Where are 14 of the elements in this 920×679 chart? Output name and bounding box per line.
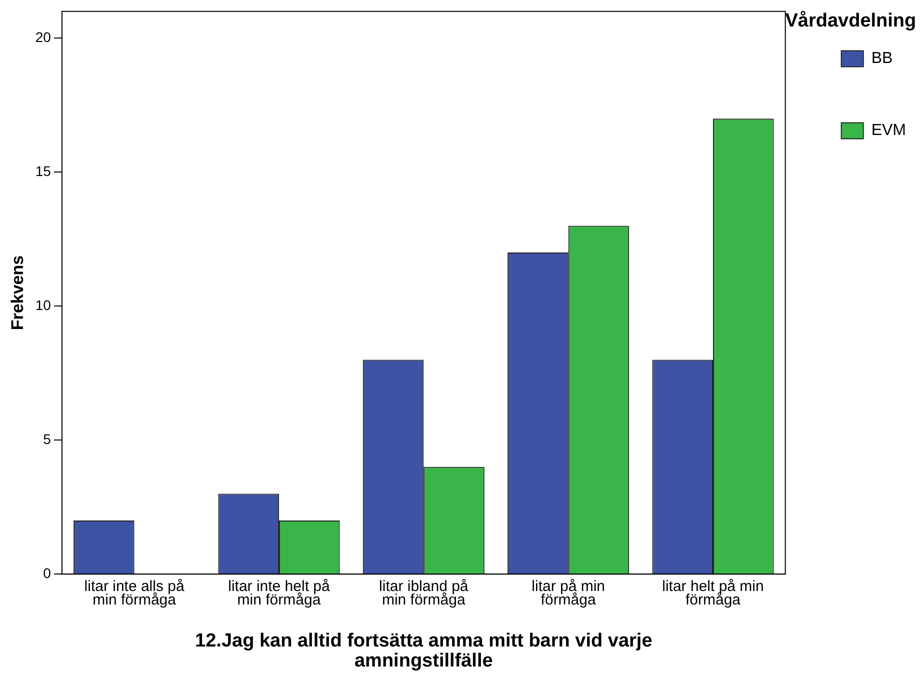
y-tick-label: 20 <box>35 29 52 46</box>
y-tick-label: 5 <box>43 430 52 447</box>
x-axis-title: 12.Jag kan alltid fortsätta amma mitt barn vid varje amningstillfälle <box>195 630 652 672</box>
x-tick-label: litar inte helt på min förmåga <box>228 578 330 608</box>
legend-label: BB <box>871 50 893 68</box>
x-tick-label: litar helt på min förmåga <box>662 578 764 608</box>
y-tick-label: 10 <box>35 297 52 314</box>
x-tick-label: litar på min förmåga <box>532 578 605 608</box>
y-axis-title: Frekvens <box>8 255 27 330</box>
x-tick-label: litar ibland på min förmåga <box>379 578 469 608</box>
y-tick-label: 0 <box>43 564 52 581</box>
legend-label: EVM <box>871 122 906 140</box>
x-tick-label: litar inte alls på min förmåga <box>84 578 185 608</box>
y-tick-label: 15 <box>35 163 52 180</box>
